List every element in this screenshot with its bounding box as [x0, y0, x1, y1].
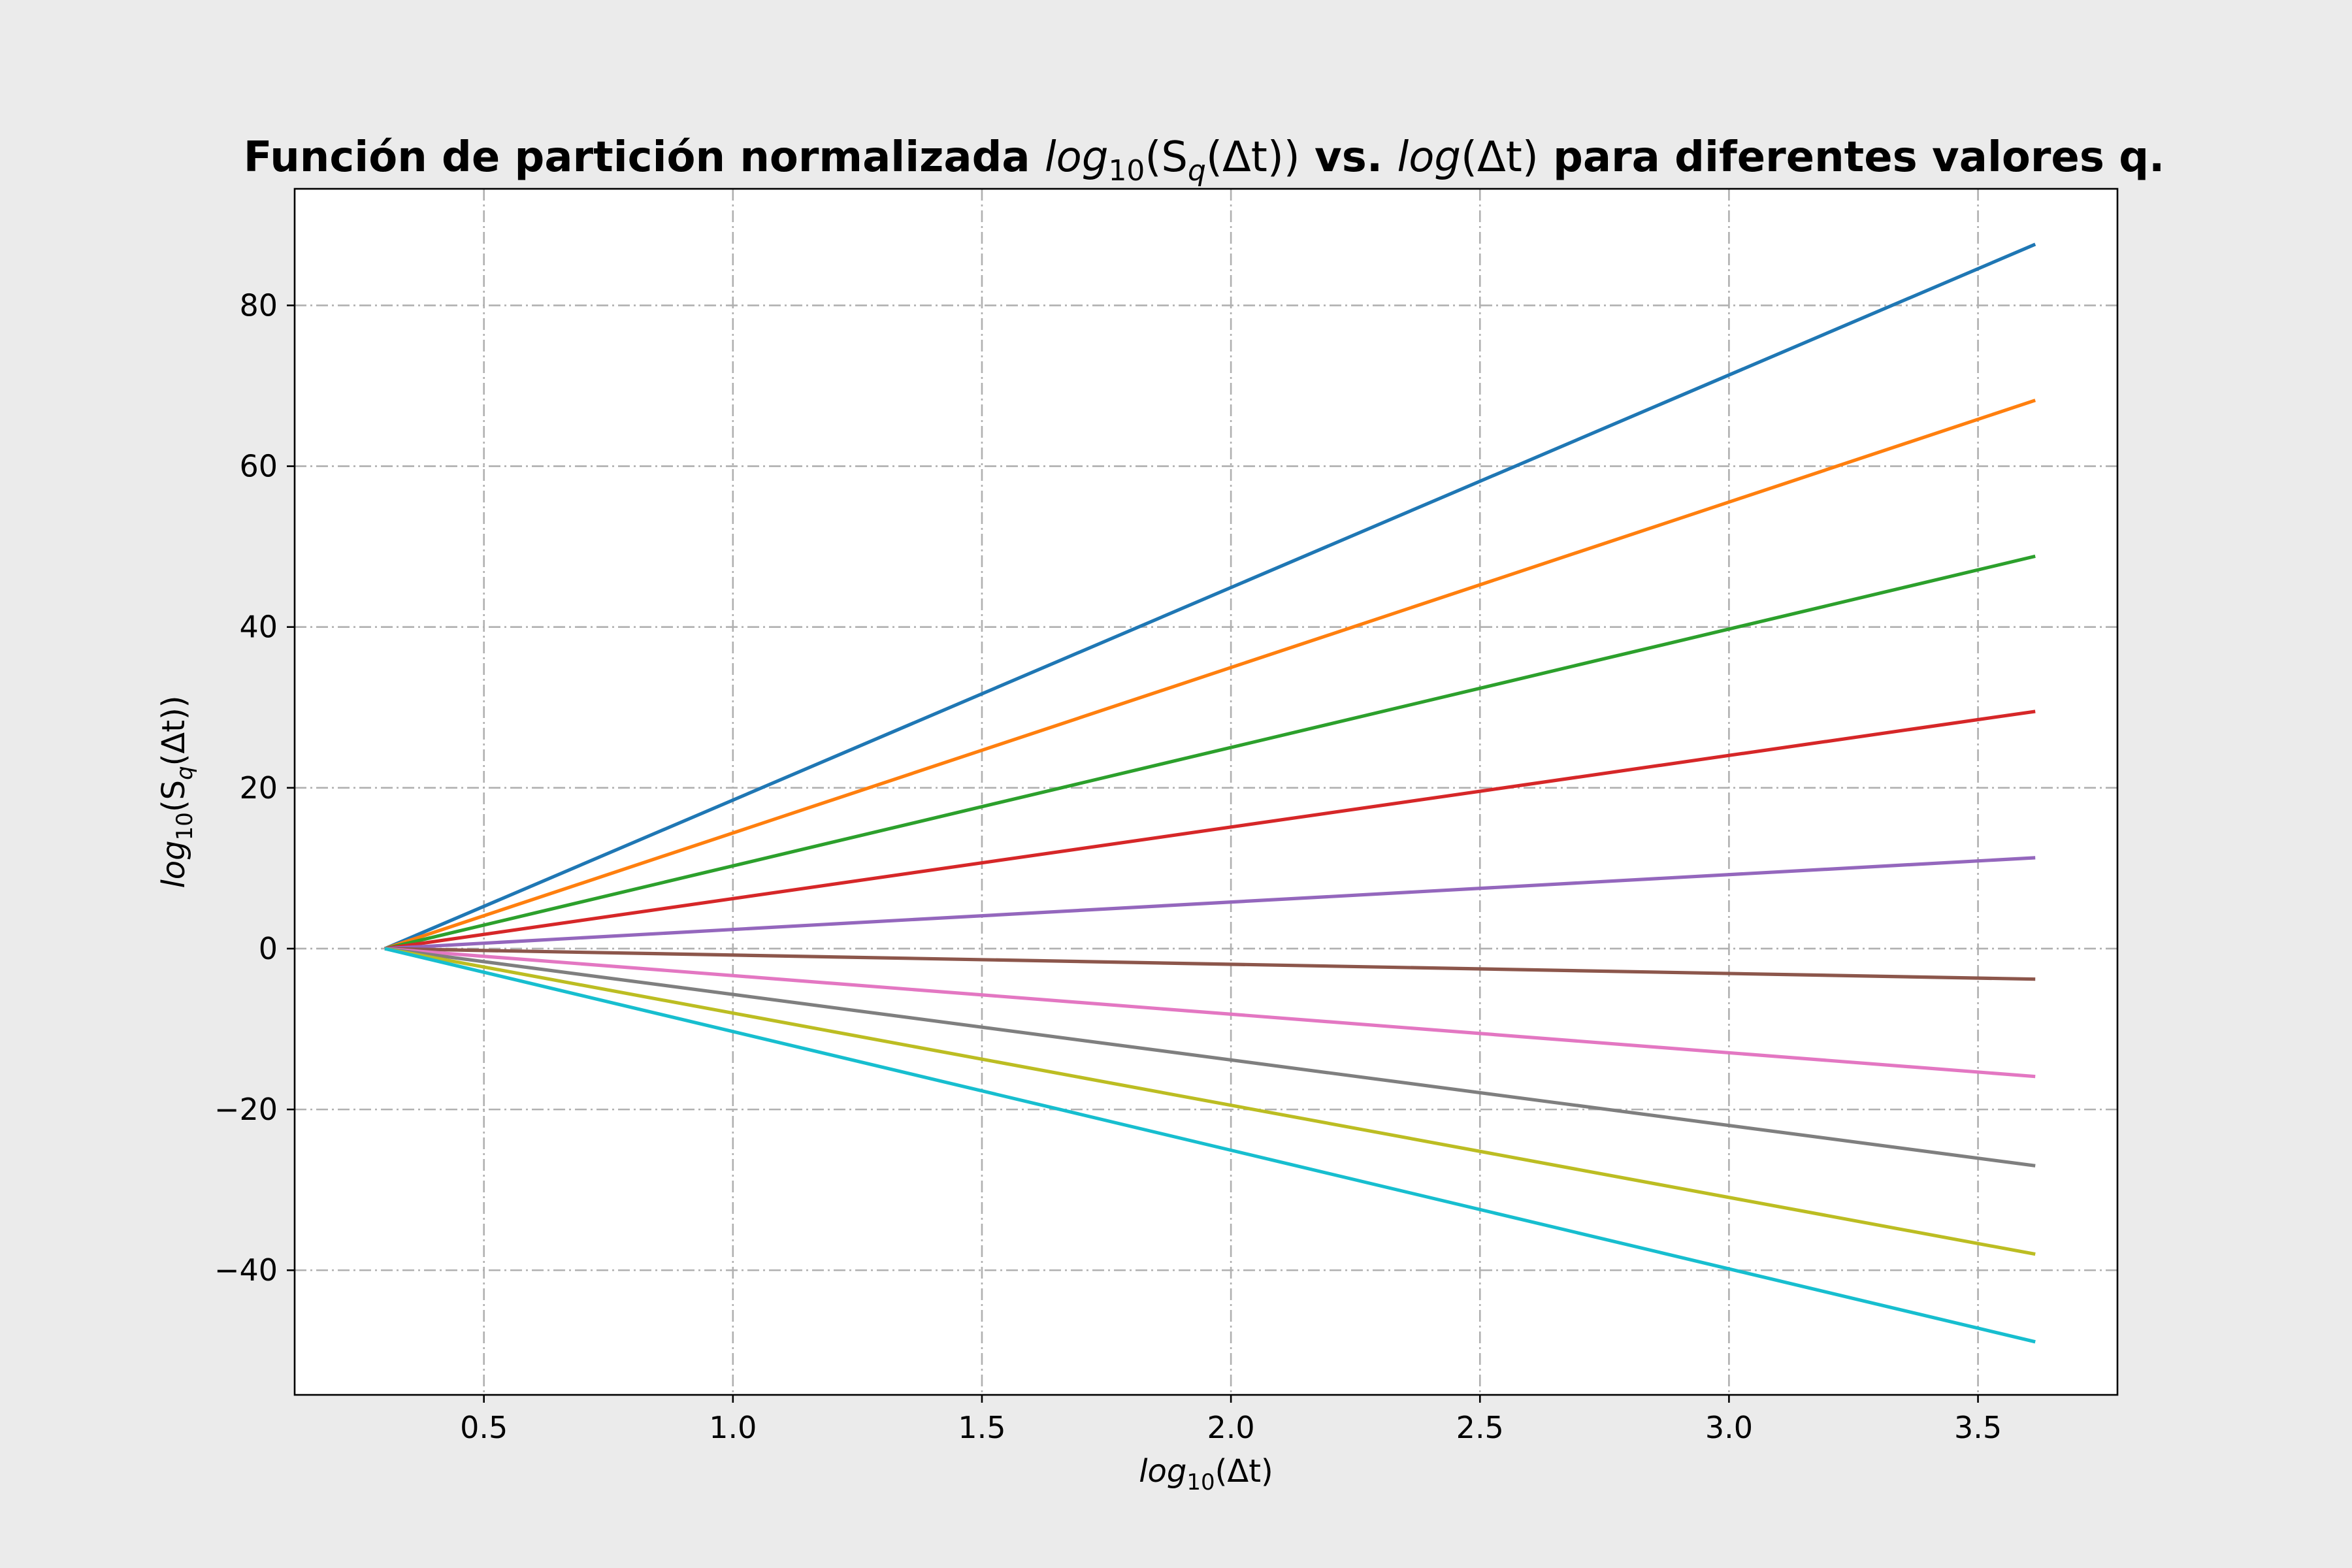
- series-line-4: [384, 710, 2036, 951]
- series-line-1: [384, 242, 2036, 951]
- x-tick-label: 3.5: [1954, 1410, 2002, 1445]
- title-math-mid3: (Δt)): [1206, 133, 1300, 182]
- y-axis-label-sub2: q: [172, 766, 198, 780]
- y-axis-ticks: −40 −20 0 20 40 60 80: [214, 287, 295, 1288]
- y-axis-label-main: log: [155, 840, 192, 888]
- y-tick-label: 20: [239, 770, 278, 806]
- x-axis-label-main: log: [1139, 1453, 1186, 1490]
- y-tick-label: 60: [239, 449, 278, 484]
- plot-frame: [293, 188, 2119, 1396]
- series-group: [384, 242, 2036, 1344]
- series-line-9: [384, 947, 2036, 1256]
- x-tick-label: 1.0: [709, 1410, 757, 1445]
- title-bold-mid: vs.: [1300, 133, 1397, 182]
- series-line-2: [384, 399, 2036, 951]
- y-tick-label: −20: [214, 1092, 278, 1127]
- y-tick-label: −40: [214, 1252, 278, 1288]
- y-tick-label: 0: [259, 931, 278, 966]
- x-tick-label: 0.5: [460, 1410, 508, 1445]
- x-tick-label: 3.0: [1705, 1410, 1753, 1445]
- title-math-log: log: [1045, 133, 1109, 182]
- x-tick-label: 2.0: [1207, 1410, 1255, 1445]
- title-bold-prefix: Función de partición normalizada: [244, 133, 1045, 182]
- series-line-3: [384, 554, 2036, 951]
- series-line-5: [384, 856, 2036, 951]
- title-math-end2: (Δt): [1461, 133, 1539, 182]
- y-tick-label: 80: [239, 287, 278, 323]
- title-math-sub2: q: [1188, 154, 1206, 188]
- series-line-10: [384, 947, 2036, 1344]
- title-math-sub1: 10: [1108, 154, 1145, 188]
- series-line-7: [384, 947, 2036, 1079]
- y-axis-label-rest: (Δt)): [155, 695, 192, 766]
- x-tick-label: 2.5: [1456, 1410, 1504, 1445]
- y-axis-label-sub1: 10: [172, 812, 198, 840]
- series-line-6: [384, 947, 2036, 981]
- plot-area: [295, 189, 2117, 1395]
- y-axis-label-mid: (S: [155, 780, 192, 812]
- grid-lines: [295, 189, 2117, 1395]
- x-axis-label-rest: (Δt): [1215, 1453, 1273, 1490]
- title-math-end: log: [1397, 133, 1461, 182]
- x-tick-label: 1.5: [958, 1410, 1005, 1445]
- y-axis-label: log10(Sq(Δt)): [155, 695, 198, 888]
- y-tick-label: 40: [239, 610, 278, 645]
- x-axis-ticks: 0.5 1.0 1.5 2.0 2.5 3.0 3.5: [460, 1395, 2002, 1445]
- chart-title: Función de partición normalizada log10(S…: [244, 133, 2165, 188]
- title-bold-suffix: para diferentes valores q.: [1539, 133, 2165, 182]
- x-axis-label-sub: 10: [1186, 1469, 1215, 1495]
- x-axis-label: log10(Δt): [1139, 1453, 1273, 1495]
- title-math-mid2: (S: [1145, 133, 1188, 182]
- series-line-8: [384, 947, 2036, 1168]
